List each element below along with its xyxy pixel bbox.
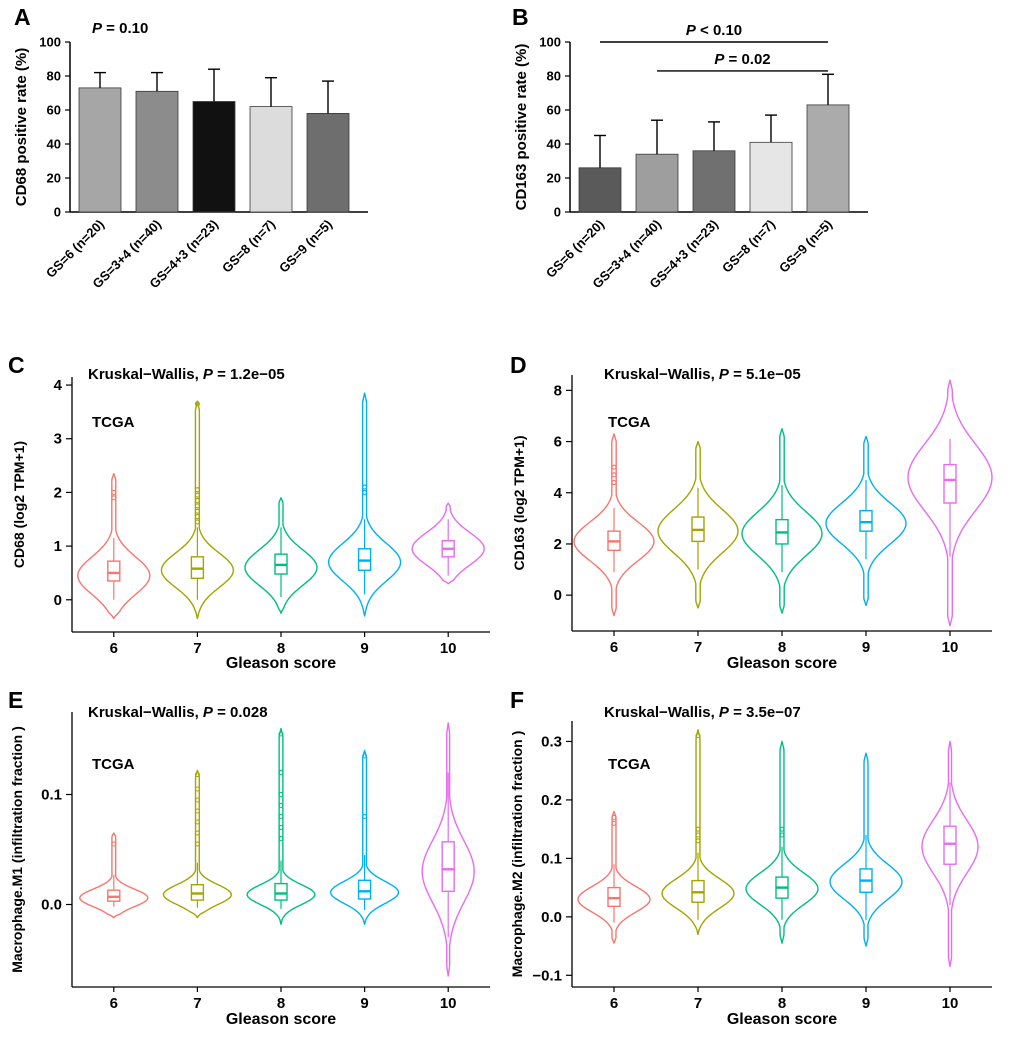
svg-text:0.1: 0.1	[541, 850, 562, 867]
svg-text:4: 4	[54, 377, 63, 394]
svg-text:CD163 positive rate (%): CD163 positive rate (%)	[513, 44, 530, 211]
svg-text:10: 10	[440, 995, 457, 1012]
panel-e-label: E	[8, 687, 24, 713]
svg-text:TCGA: TCGA	[92, 756, 135, 773]
svg-text:TCGA: TCGA	[608, 414, 651, 431]
svg-text:P = 0.02: P = 0.02	[714, 51, 770, 68]
svg-text:9: 9	[360, 640, 368, 657]
svg-text:Gleason score: Gleason score	[727, 655, 837, 672]
svg-text:9: 9	[360, 995, 368, 1012]
panel-f-label: F	[510, 687, 525, 713]
svg-text:8: 8	[277, 995, 285, 1012]
svg-text:8: 8	[554, 382, 562, 399]
svg-text:7: 7	[694, 639, 702, 656]
svg-text:10: 10	[942, 639, 959, 656]
panel-e-chart: 0.0 0.1 Macrophage.M1 (infiltration fracti…	[9, 704, 490, 1028]
svg-text:6: 6	[610, 995, 618, 1012]
panel-f-chart: −0.1 0.0 0.1 0.2 0.3 Macrophage.M2 (infiltrat…	[509, 704, 992, 1028]
svg-text:CD68 positive rate (%): CD68 positive rate (%)	[13, 48, 30, 206]
svg-text:6: 6	[110, 995, 118, 1012]
svg-text:GS=6 (n=20): GS=6 (n=20)	[543, 217, 607, 281]
svg-text:7: 7	[193, 640, 201, 657]
svg-text:40: 40	[547, 137, 561, 152]
svg-text:GS=8 (n=7): GS=8 (n=7)	[719, 217, 778, 276]
panel-e: E 0.0 0.1 Macrophage.M1 (infiltration frac…	[0, 683, 500, 1050]
svg-text:100: 100	[39, 35, 61, 50]
svg-text:7: 7	[193, 995, 201, 1012]
svg-text:CD68 (log2 TPM+1): CD68 (log2 TPM+1)	[11, 441, 27, 568]
svg-text:GS=8 (n=7): GS=8 (n=7)	[219, 217, 278, 276]
panel-a-chart: 0 20 40 60 80 100 CD68 positive rate (%) GS=6 (…	[13, 20, 368, 291]
svg-text:Kruskal−Wallis, P = 0.028: Kruskal−Wallis, P = 0.028	[88, 704, 268, 721]
svg-text:100: 100	[539, 35, 561, 50]
svg-text:GS=9 (n=5): GS=9 (n=5)	[776, 217, 835, 276]
svg-text:20: 20	[547, 171, 561, 186]
svg-text:0: 0	[554, 205, 561, 220]
panel-d-label: D	[510, 352, 527, 378]
svg-text:0.3: 0.3	[541, 733, 562, 750]
svg-text:0.0: 0.0	[41, 897, 62, 914]
panel-d: D 0 2 4 6 8 CD163 (log2 TPM+1) 6 7 8 9 10 Gleason s…	[500, 348, 1020, 682]
svg-text:6: 6	[110, 640, 118, 657]
svg-text:20: 20	[47, 171, 61, 186]
svg-text:−0.1: −0.1	[532, 967, 562, 984]
svg-text:0.2: 0.2	[541, 792, 562, 809]
svg-text:8: 8	[778, 639, 786, 656]
panel-d-chart: 0 2 4 6 8 CD163 (log2 TPM+1) 6 7 8 9 10 Gleason sco…	[511, 366, 993, 672]
svg-text:9: 9	[862, 639, 870, 656]
svg-text:TCGA: TCGA	[92, 414, 135, 431]
svg-text:40: 40	[47, 137, 61, 152]
svg-text:0: 0	[54, 592, 62, 609]
svg-text:TCGA: TCGA	[608, 756, 651, 773]
svg-text:80: 80	[547, 69, 561, 84]
svg-text:9: 9	[862, 995, 870, 1012]
svg-text:6: 6	[610, 639, 618, 656]
svg-text:Gleason score: Gleason score	[727, 1011, 837, 1028]
panel-a-label: A	[14, 4, 31, 30]
svg-text:3: 3	[54, 431, 62, 448]
svg-text:P = 0.10: P = 0.10	[92, 20, 148, 37]
svg-text:1: 1	[54, 538, 62, 555]
svg-text:GS=9 (n=5): GS=9 (n=5)	[276, 217, 335, 276]
svg-text:Kruskal−Wallis, P = 1.2e−05: Kruskal−Wallis, P = 1.2e−05	[88, 366, 285, 383]
panel-c-label: C	[8, 352, 25, 378]
svg-text:0: 0	[554, 587, 562, 604]
panel-f: F −0.1 0.0 0.1 0.2 0.3 Macrophage.M2 (infiltr…	[500, 683, 1020, 1050]
svg-text:6: 6	[554, 434, 562, 451]
svg-text:Macrophage.M2 (infiltration fr: Macrophage.M2 (infiltration fraction )	[509, 731, 525, 978]
panel-b-label: B	[512, 4, 529, 30]
svg-text:80: 80	[47, 69, 61, 84]
panel-a: A 0 20 40 60 80 100 CD68 positive rate (%) GS=6…	[0, 0, 500, 346]
svg-text:0.0: 0.0	[541, 909, 562, 926]
panel-c-chart: 0 1 2 3 4 CD68 (log2 TPM+1) 6 7 8 9 10 Gleason scor…	[11, 366, 490, 672]
svg-text:60: 60	[47, 103, 61, 118]
svg-text:GS=6 (n=20): GS=6 (n=20)	[43, 217, 107, 281]
panel-b: B 0 20 40 60 80 100 CD163 positive rate (%) GS=…	[500, 0, 1020, 346]
svg-text:Macrophage.M1 (infiltration fr: Macrophage.M1 (infiltration fraction )	[9, 726, 25, 973]
svg-text:Gleason score: Gleason score	[226, 655, 336, 672]
svg-text:60: 60	[547, 103, 561, 118]
svg-text:Kruskal−Wallis, P = 5.1e−05: Kruskal−Wallis, P = 5.1e−05	[604, 366, 801, 383]
svg-text:0: 0	[54, 205, 61, 220]
svg-text:CD163 (log2 TPM+1): CD163 (log2 TPM+1)	[511, 436, 527, 571]
panel-c: C 0 1 2 3 4 CD68 (log2 TPM+1) 6 7 8 9 10 Gleason sc…	[0, 348, 500, 682]
svg-text:P < 0.10: P < 0.10	[686, 22, 742, 39]
svg-text:10: 10	[942, 995, 959, 1012]
svg-text:2: 2	[554, 536, 562, 553]
panel-b-chart: 0 20 40 60 80 100 CD163 positive rate (%) GS=6 …	[513, 22, 868, 291]
svg-text:0.1: 0.1	[41, 787, 62, 804]
svg-text:Kruskal−Wallis, P = 3.5e−07: Kruskal−Wallis, P = 3.5e−07	[604, 704, 801, 721]
svg-text:10: 10	[440, 640, 457, 657]
svg-text:8: 8	[778, 995, 786, 1012]
svg-text:2: 2	[54, 484, 62, 501]
svg-text:Gleason score: Gleason score	[226, 1011, 336, 1028]
svg-text:8: 8	[277, 640, 285, 657]
svg-text:7: 7	[694, 995, 702, 1012]
svg-text:4: 4	[554, 485, 563, 502]
